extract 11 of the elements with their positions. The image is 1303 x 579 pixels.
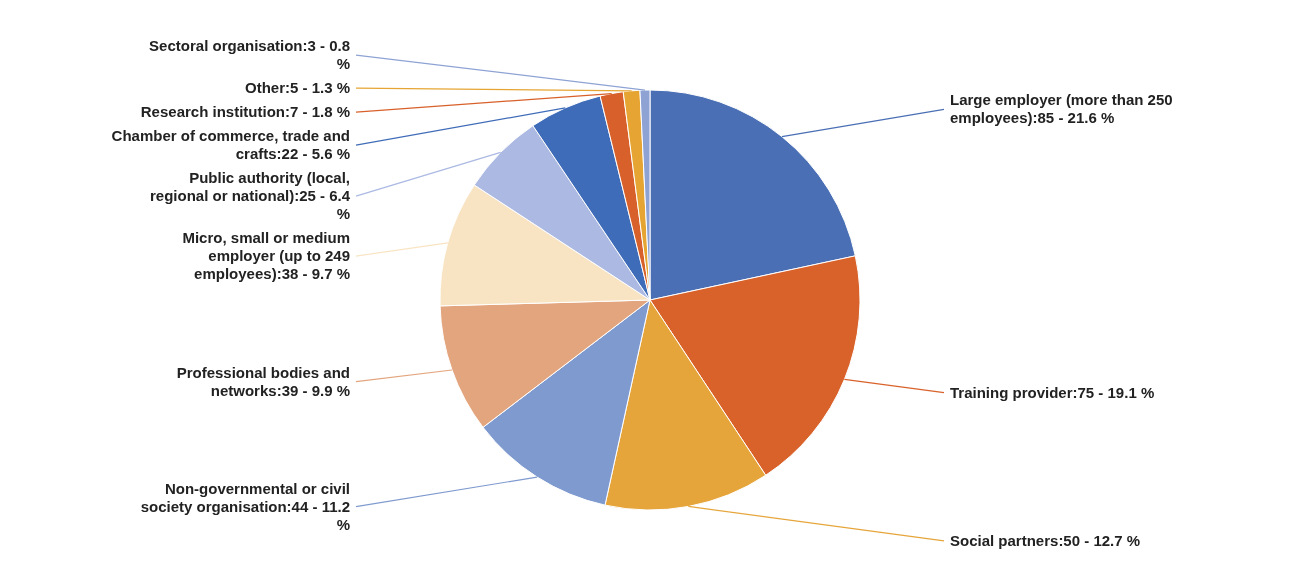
slice-label: Micro, small or medium employer (up to 249 employees):38 - 9.7 % <box>182 229 350 283</box>
slice-label: Public authority (local, regional or national):25 - 6.4 % <box>149 169 351 223</box>
slice-label: Other:5 - 1.3 % <box>244 79 350 97</box>
slice-label: Chamber of commerce, trade and crafts:22 - 5.6 % <box>111 127 350 163</box>
slice-label: Social partners:50 - 12.7 % <box>950 531 1141 549</box>
slice-label: Sectoral organisation:3 - 0.8 % <box>149 37 350 73</box>
slice-label: Research institution:7 - 1.8 % <box>140 103 350 121</box>
slice-label: Non-governmental or civil society organisation:44 - 11.2 % <box>140 479 350 533</box>
slice-label: Training provider:75 - 19.1 % <box>950 383 1155 401</box>
slice-label: Large employer (more than 250 employees):85 - 21.6 % <box>950 91 1173 127</box>
slice-label: Professional bodies and networks:39 - 9.9 % <box>176 363 350 399</box>
